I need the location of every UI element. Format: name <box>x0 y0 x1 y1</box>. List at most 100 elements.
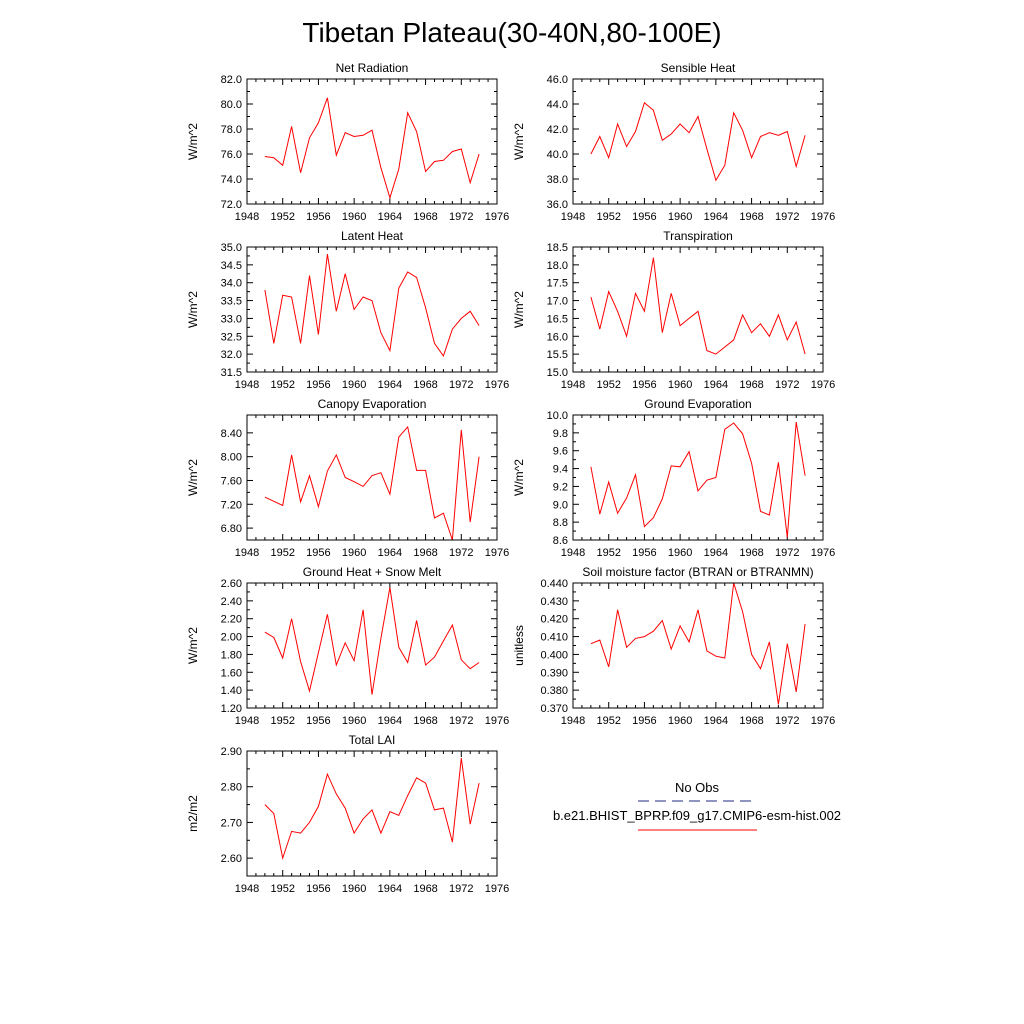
x-tick-label: 1948 <box>235 211 259 223</box>
x-tick-label: 1964 <box>704 211 728 223</box>
x-tick-label: 1952 <box>596 211 620 223</box>
x-tick-label: 1972 <box>449 715 473 727</box>
y-tick-label: 17.5 <box>547 278 568 290</box>
data-point <box>608 481 609 482</box>
data-point <box>407 426 408 427</box>
data-point <box>787 339 788 340</box>
data-point <box>590 466 591 467</box>
x-tick-label: 1968 <box>739 379 763 391</box>
x-tick-label: 1952 <box>596 715 620 727</box>
x-tick-label: 1976 <box>811 715 835 727</box>
data-point <box>371 694 372 695</box>
y-tick-label: 46.0 <box>547 74 568 86</box>
data-point <box>345 642 346 643</box>
data-point <box>733 422 734 423</box>
data-point <box>742 314 743 315</box>
y-tick-label: 9.2 <box>553 481 568 493</box>
legend-model-label: b.e21.BHIST_BPRP.f09_g17.CMIP6-esm-hist.… <box>553 808 841 823</box>
data-point <box>425 665 426 666</box>
data-point <box>470 522 471 523</box>
data-point <box>706 650 707 651</box>
panel-soil-moisture-factor-btran-or-btranmn: Soil moisture factor (BTRAN or BTRANMN) u… <box>512 565 835 727</box>
plot-frame <box>572 582 824 709</box>
data-point <box>778 462 779 463</box>
x-tick-label: 1972 <box>775 715 799 727</box>
data-point <box>715 354 716 355</box>
data-point <box>264 632 265 633</box>
y-tick-label: 7.20 <box>221 499 242 511</box>
data-point <box>479 325 480 326</box>
data-point <box>407 662 408 663</box>
data-point <box>742 130 743 131</box>
panel-title: Ground Evaporation <box>644 397 751 411</box>
x-tick-label: 1948 <box>561 715 585 727</box>
data-point <box>363 818 364 819</box>
data-point <box>407 271 408 272</box>
data-point <box>309 690 310 691</box>
data-point <box>434 517 435 518</box>
data-point <box>635 131 636 132</box>
data-point <box>751 332 752 333</box>
data-point <box>778 135 779 136</box>
data-point <box>371 130 372 131</box>
data-point <box>724 657 725 658</box>
data-point <box>626 336 627 337</box>
y-tick-label: 6.80 <box>221 523 242 535</box>
data-point <box>282 165 283 166</box>
data-point <box>300 661 301 662</box>
x-tick-label: 1956 <box>306 883 330 895</box>
data-point <box>671 649 672 650</box>
y-tick-label: 0.370 <box>540 703 568 715</box>
data-point <box>282 505 283 506</box>
x-tick-label: 1964 <box>378 715 402 727</box>
data-point <box>760 323 761 324</box>
data-point <box>300 172 301 173</box>
plot-frame <box>246 582 498 709</box>
y-tick-label: 1.60 <box>221 667 242 679</box>
y-tick-label: 1.20 <box>221 703 242 715</box>
data-point <box>751 463 752 464</box>
x-tick-label: 1968 <box>739 715 763 727</box>
data-point <box>724 429 725 430</box>
x-tick-label: 1948 <box>235 715 259 727</box>
data-point <box>653 631 654 632</box>
data-point <box>291 831 292 832</box>
x-tick-label: 1976 <box>485 547 509 559</box>
data-point <box>805 135 806 136</box>
x-tick-label: 1972 <box>775 211 799 223</box>
data-point <box>434 657 435 658</box>
x-tick-label: 1948 <box>235 883 259 895</box>
data-point <box>590 643 591 644</box>
y-tick-label: 1.40 <box>221 685 242 697</box>
data-point <box>590 153 591 154</box>
x-tick-label: 1964 <box>378 883 402 895</box>
data-point <box>354 833 355 834</box>
data-point <box>416 277 417 278</box>
y-tick-label: 36.0 <box>547 199 568 211</box>
y-tick-label: 8.8 <box>553 517 568 529</box>
data-point <box>389 811 390 812</box>
data-point <box>461 148 462 149</box>
x-tick-label: 1976 <box>811 379 835 391</box>
x-tick-label: 1956 <box>306 211 330 223</box>
y-tick-label: 0.440 <box>540 578 568 590</box>
y-tick-label: 0.400 <box>540 649 568 661</box>
data-point <box>733 112 734 113</box>
data-point <box>617 123 618 124</box>
data-point <box>689 132 690 133</box>
y-axis-label: W/m^2 <box>186 459 200 496</box>
data-point <box>653 257 654 258</box>
y-tick-label: 32.0 <box>221 349 242 361</box>
data-point <box>389 197 390 198</box>
data-point <box>282 295 283 296</box>
series-line-total-lai <box>264 758 480 861</box>
y-tick-label: 17.0 <box>547 296 568 308</box>
data-point <box>751 654 752 655</box>
x-tick-label: 1972 <box>449 883 473 895</box>
x-tick-label: 1976 <box>811 547 835 559</box>
y-tick-label: 0.380 <box>540 685 568 697</box>
y-tick-label: 82.0 <box>221 74 242 86</box>
x-tick-label: 1968 <box>413 379 437 391</box>
data-point <box>398 436 399 437</box>
x-tick-label: 1968 <box>413 547 437 559</box>
